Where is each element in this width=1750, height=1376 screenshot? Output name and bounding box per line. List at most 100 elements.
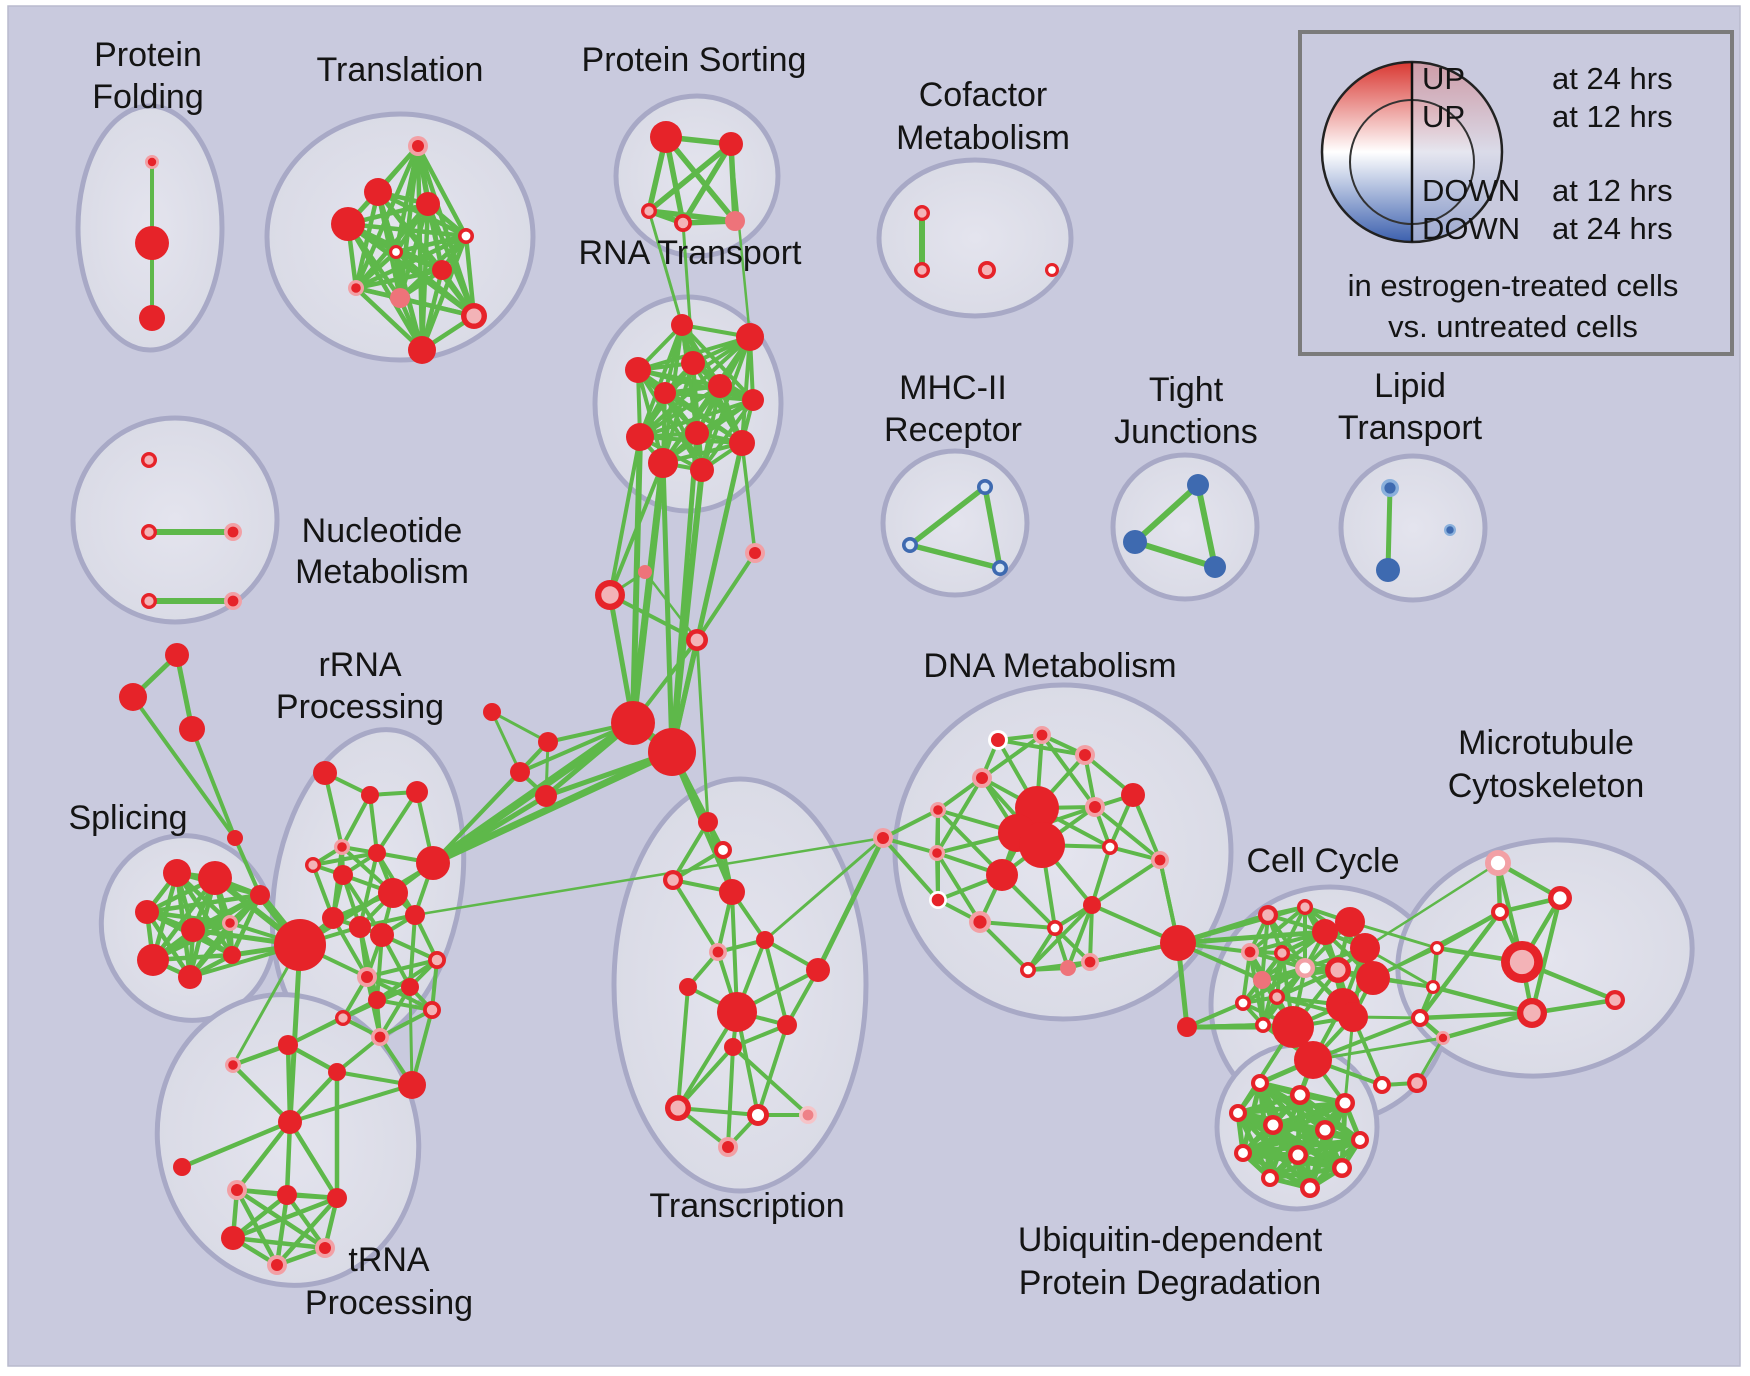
node-splicing-0[interactable] xyxy=(163,859,191,887)
node-nucleotide-3[interactable] xyxy=(141,593,157,609)
node-folding-1[interactable] xyxy=(135,226,169,260)
node-rrna-3[interactable] xyxy=(334,839,350,855)
node-conn-6[interactable] xyxy=(538,732,558,752)
node-ubi-10[interactable] xyxy=(1261,1169,1279,1187)
node-mhc-1[interactable] xyxy=(902,537,918,553)
node-trans-3[interactable] xyxy=(719,879,745,905)
node-dna-0[interactable] xyxy=(988,730,1008,750)
node-splicing-3[interactable] xyxy=(181,918,205,942)
node-translation-3[interactable] xyxy=(331,207,365,241)
node-conn-3[interactable] xyxy=(745,543,765,563)
node-cc-15[interactable] xyxy=(1255,1017,1271,1033)
node-trans-2[interactable] xyxy=(663,870,683,890)
node-trna-8[interactable] xyxy=(221,1226,245,1250)
node-ubi-11[interactable] xyxy=(1300,1178,1320,1198)
node-translation-9[interactable] xyxy=(461,303,487,329)
node-micro-6[interactable] xyxy=(1411,1009,1429,1027)
node-splicing-1[interactable] xyxy=(198,861,232,895)
node-trans-0[interactable] xyxy=(698,812,718,832)
node-rrna-1[interactable] xyxy=(361,786,379,804)
node-cc-17[interactable] xyxy=(1294,1041,1332,1079)
node-rrna-8[interactable] xyxy=(416,846,450,880)
node-rrna-4[interactable] xyxy=(305,857,321,873)
node-ubi-4[interactable] xyxy=(1263,1115,1283,1135)
node-dna-15[interactable] xyxy=(929,891,947,909)
node-cofactor-2[interactable] xyxy=(978,261,996,279)
node-dna-19[interactable] xyxy=(1081,953,1099,971)
node-translation-6[interactable] xyxy=(432,260,452,280)
node-splicing-5[interactable] xyxy=(137,944,169,976)
node-conn-9[interactable] xyxy=(483,703,501,721)
node-cc-16[interactable] xyxy=(1272,1006,1314,1048)
node-sorting-0[interactable] xyxy=(650,121,682,153)
node-folding-0[interactable] xyxy=(145,155,159,169)
node-translation-7[interactable] xyxy=(348,280,364,296)
node-trans-14[interactable] xyxy=(718,1137,738,1157)
node-ubi-0[interactable] xyxy=(1251,1074,1269,1092)
node-dna-12[interactable] xyxy=(986,859,1018,891)
node-trans-11[interactable] xyxy=(665,1095,691,1121)
node-ubi-1[interactable] xyxy=(1290,1085,1310,1105)
node-trans-10[interactable] xyxy=(724,1038,742,1056)
node-micro-5[interactable] xyxy=(1426,980,1440,994)
node-conn-0[interactable] xyxy=(611,701,655,745)
node-micro-9[interactable] xyxy=(1605,990,1625,1010)
node-trna-2[interactable] xyxy=(328,1063,346,1081)
node-translation-2[interactable] xyxy=(416,192,440,216)
node-cc-2[interactable] xyxy=(1312,919,1338,945)
node-nucleotide-2[interactable] xyxy=(224,523,242,541)
node-rrna-6[interactable] xyxy=(333,865,353,885)
node-trna-9[interactable] xyxy=(315,1238,335,1258)
node-splicing-4[interactable] xyxy=(222,915,238,931)
node-rna-3[interactable] xyxy=(681,351,705,375)
node-rrna-5[interactable] xyxy=(368,844,386,862)
node-cofactor-0[interactable] xyxy=(914,205,930,221)
node-rrna-18[interactable] xyxy=(423,1001,441,1019)
node-dna-21[interactable] xyxy=(1060,960,1076,976)
node-ubi-5[interactable] xyxy=(1315,1120,1335,1140)
node-translation-5[interactable] xyxy=(389,245,403,259)
node-rna-9[interactable] xyxy=(729,430,755,456)
node-nucleotide-1[interactable] xyxy=(141,524,157,540)
node-dna-17[interactable] xyxy=(1083,896,1101,914)
node-cc-18[interactable] xyxy=(1373,1076,1391,1094)
node-rna-0[interactable] xyxy=(671,314,693,336)
node-rrna-2[interactable] xyxy=(406,781,428,803)
node-dna-2[interactable] xyxy=(1075,745,1095,765)
node-cc-14[interactable] xyxy=(1338,1002,1368,1032)
node-tight-0[interactable] xyxy=(1187,474,1209,496)
node-conn-7[interactable] xyxy=(510,762,530,782)
node-sorting-4[interactable] xyxy=(725,211,745,231)
node-splicing-2[interactable] xyxy=(135,900,159,924)
node-ubi-8[interactable] xyxy=(1288,1145,1308,1165)
node-rrna-21[interactable] xyxy=(398,1071,426,1099)
node-rrna-0[interactable] xyxy=(313,761,337,785)
node-nucleotide-0[interactable] xyxy=(141,452,157,468)
node-micro-7[interactable] xyxy=(1436,1031,1450,1045)
node-cc-8[interactable] xyxy=(1295,958,1315,978)
node-micro-1[interactable] xyxy=(1548,886,1572,910)
node-trna-3[interactable] xyxy=(278,1110,302,1134)
node-translation-8[interactable] xyxy=(390,288,410,308)
node-trna-1[interactable] xyxy=(278,1035,298,1055)
node-ubi-2[interactable] xyxy=(1335,1093,1355,1113)
node-ubi-6[interactable] xyxy=(1351,1131,1369,1149)
node-conn-2[interactable] xyxy=(595,580,625,610)
node-dna-4[interactable] xyxy=(1121,783,1145,807)
node-rrna-12[interactable] xyxy=(405,905,425,925)
node-cc-4[interactable] xyxy=(1350,933,1380,963)
node-rrna-19[interactable] xyxy=(335,1010,351,1026)
node-trans-9[interactable] xyxy=(777,1015,797,1035)
node-dna-8[interactable] xyxy=(1085,797,1105,817)
node-lipid-0[interactable] xyxy=(1381,479,1399,497)
node-dna-11[interactable] xyxy=(1019,822,1065,868)
node-cc-20[interactable] xyxy=(1177,1017,1197,1037)
node-rrna-14[interactable] xyxy=(428,951,446,969)
node-cc-6[interactable] xyxy=(1241,943,1259,961)
node-dna-1[interactable] xyxy=(1033,726,1051,744)
node-tight-1[interactable] xyxy=(1123,530,1147,554)
node-splicing-7[interactable] xyxy=(223,946,241,964)
node-micro-8[interactable] xyxy=(1517,998,1547,1028)
node-micro-0[interactable] xyxy=(1485,850,1511,876)
node-translation-10[interactable] xyxy=(408,336,436,364)
